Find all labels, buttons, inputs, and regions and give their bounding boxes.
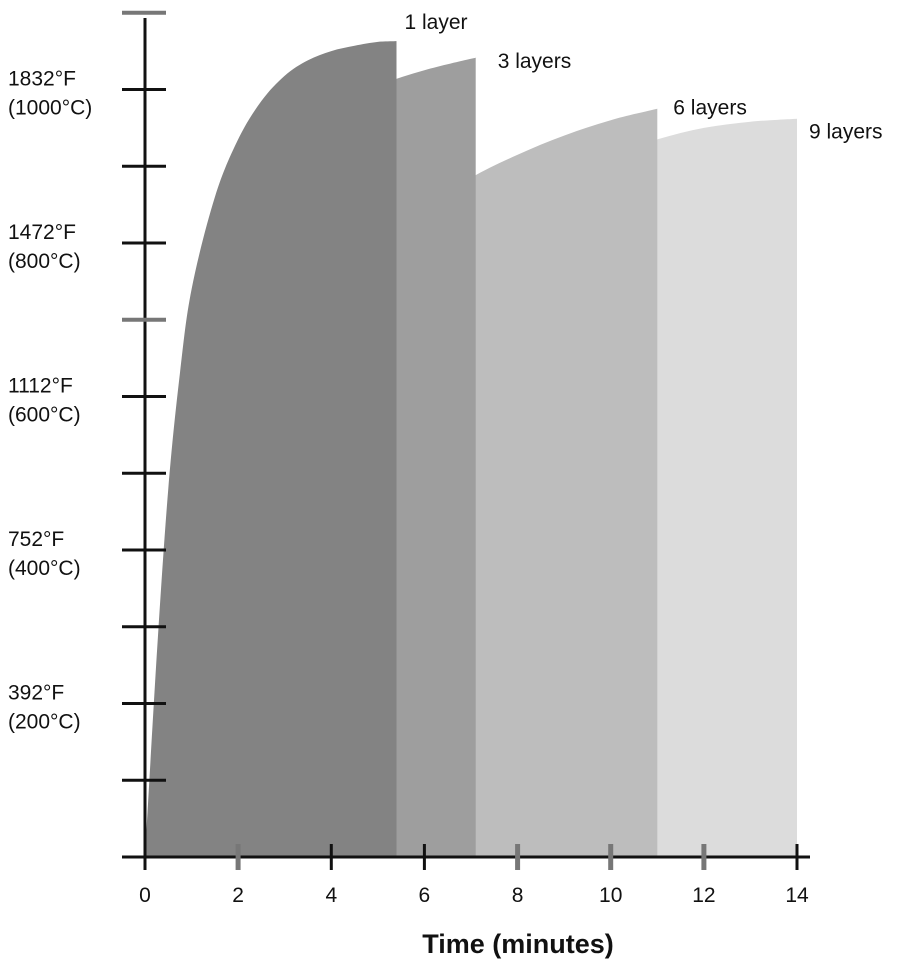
y-tick-label-fahrenheit: 1472°F (8, 221, 76, 244)
series-label-1-layer: 1 layer (405, 11, 468, 34)
chart-labels: Time (minutes) 9 layers 6 layers 3 layers 1… (8, 11, 883, 959)
y-tick-label-celsius: (200°C) (8, 711, 81, 734)
x-tick-label: 8 (512, 884, 524, 907)
x-tick-label: 14 (785, 884, 809, 907)
y-tick-label-celsius: (1000°C) (8, 97, 92, 120)
y-tick-label-fahrenheit: 1112°F (8, 375, 73, 398)
series-areas (145, 41, 797, 858)
series-label-3-layers: 3 layers (498, 50, 572, 73)
x-tick-label: 12 (692, 884, 715, 907)
x-tick-label: 0 (139, 884, 151, 907)
y-tick-label-fahrenheit: 392°F (8, 682, 64, 705)
y-tick-label-celsius: (400°C) (8, 557, 81, 580)
x-tick-label: 4 (325, 884, 337, 907)
series-label-9-layers: 9 layers (809, 121, 883, 144)
x-tick-label: 10 (599, 884, 622, 907)
x-tick-label: 2 (232, 884, 244, 907)
y-tick-label-fahrenheit: 752°F (8, 528, 64, 551)
y-tick-label-celsius: (800°C) (8, 250, 81, 273)
y-tick-label-celsius: (600°C) (8, 404, 81, 427)
x-tick-label: 6 (419, 884, 431, 907)
x-axis-title: Time (minutes) (422, 929, 614, 959)
area-1-layer (145, 41, 397, 858)
axes (122, 10, 810, 870)
y-tick-label-fahrenheit: 1832°F (8, 68, 76, 91)
series-label-6-layers: 6 layers (673, 97, 747, 120)
